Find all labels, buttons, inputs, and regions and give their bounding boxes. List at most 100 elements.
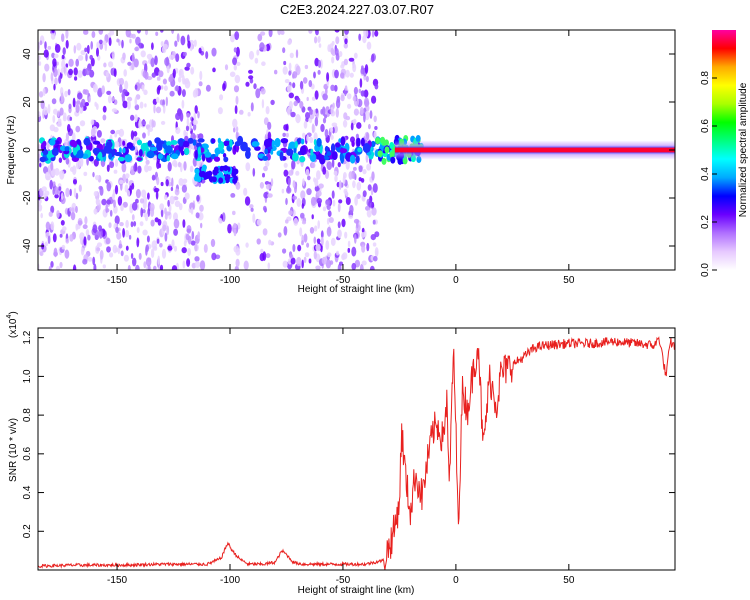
spectrogram-cell: [296, 256, 302, 267]
spectrogram-cell: [92, 224, 98, 234]
spectrogram-cell: [154, 187, 160, 193]
spectrogram-cell: [122, 201, 128, 208]
spectrogram-cell: [254, 57, 259, 64]
spectrogram-cell: [354, 196, 358, 206]
spectrogram-cell: [108, 222, 112, 229]
spectrogram-cell: [245, 242, 249, 248]
spectrogram-cell: [155, 31, 159, 36]
spectrogram-cell: [125, 245, 129, 251]
spectrogram-cell: [162, 43, 168, 50]
spectrogram-cell: [57, 118, 62, 125]
spectrogram-cell: [345, 160, 350, 170]
spectrogram-cell: [290, 257, 296, 265]
spectrogram-cell: [55, 265, 60, 270]
spectrogram-cell: [165, 179, 169, 187]
spectrogram-cell: [340, 136, 346, 146]
spectrogram-cell: [123, 254, 129, 262]
spectrogram-cell: [271, 139, 275, 149]
spectrogram-x-tick-label: -50: [336, 275, 351, 286]
spectrogram-cell: [371, 53, 375, 63]
spectrogram-cell: [58, 75, 62, 84]
spectrogram-cell: [344, 38, 348, 45]
spectrogram-cell: [43, 193, 47, 199]
spectrogram-cell: [125, 30, 131, 38]
spectrogram-y-tick-label: 40: [22, 48, 33, 60]
spectrogram-cell: [309, 108, 314, 115]
spectrogram-cell: [282, 132, 287, 137]
spectrogram-cell: [73, 67, 78, 76]
spectrogram-cell: [233, 47, 237, 53]
spectrogram-cell: [155, 190, 159, 200]
spectrogram-cell: [134, 114, 138, 123]
spectrogram-cell: [369, 265, 375, 270]
spectrogram-cell: [162, 104, 166, 114]
spectrogram-cell: [131, 33, 136, 39]
spectrogram-cell: [141, 84, 145, 92]
spectrogram-cell: [117, 156, 125, 162]
spectrogram-cell: [135, 264, 140, 270]
spectrogram-cell: [282, 47, 286, 54]
spectrogram-cell: [319, 154, 326, 165]
spectrogram-cell: [194, 105, 198, 114]
spectrogram-cell: [82, 224, 88, 230]
spectrogram-cell: [360, 231, 366, 238]
spectrogram-cell: [234, 141, 241, 147]
spectrogram-cell: [38, 55, 41, 61]
spectrogram-cell: [122, 147, 126, 154]
spectrogram-cell: [314, 185, 320, 192]
spectrogram-cell: [255, 88, 261, 99]
spectrogram-cell: [61, 54, 65, 60]
spectrogram-cell: [240, 141, 248, 152]
spectrogram-cell: [330, 106, 335, 116]
spectrogram-cell: [84, 89, 89, 95]
spectrogram-cell: [289, 52, 294, 59]
spectrogram-cell: [144, 212, 149, 222]
spectrogram-cell: [52, 115, 56, 123]
spectrogram-cell: [264, 148, 269, 155]
spectrogram-cell: [114, 215, 120, 225]
spectrogram-cell: [105, 237, 111, 245]
spectrogram-cell: [159, 243, 163, 248]
spectrogram-cell: [84, 47, 88, 53]
spectrogram-cell: [65, 187, 70, 198]
spectrogram-cell: [146, 53, 153, 60]
spectrogram-cell: [184, 147, 190, 156]
spectrogram-cell: [334, 69, 339, 79]
spectrogram-cell: [263, 117, 269, 126]
spectrogram-cell: [125, 178, 129, 184]
spectrogram-cell: [326, 72, 330, 82]
spectrogram-cell: [58, 186, 62, 191]
spectrogram-cell: [111, 193, 115, 200]
spectrogram-cell: [233, 228, 237, 237]
spectrogram-cell: [106, 181, 112, 192]
spectrogram-cell: [159, 203, 165, 211]
spectrogram-cell: [375, 137, 381, 145]
spectrogram-cell: [138, 149, 143, 157]
spectrogram-cell: [249, 78, 254, 84]
spectrogram-cell: [358, 88, 362, 94]
spectrogram-cell: [245, 162, 251, 172]
spectrogram-cell: [358, 165, 363, 173]
spectrogram-cell: [302, 132, 306, 139]
spectrogram-cell: [52, 233, 57, 243]
spectrogram-cell: [133, 131, 138, 137]
spectrogram-cell: [281, 188, 285, 194]
spectrogram-cell: [135, 94, 141, 100]
spectrogram-cell: [161, 248, 167, 259]
spectrogram-cell: [177, 108, 182, 117]
spectrogram-cell: [118, 128, 125, 137]
spectrogram-cell: [96, 199, 99, 205]
spectrogram-cell: [263, 165, 268, 172]
snr-y-tick-label: 1.2: [22, 330, 33, 344]
spectrogram-cell: [288, 210, 293, 216]
spectrogram-cell: [92, 171, 95, 178]
spectrogram-cell: [193, 39, 197, 47]
spectrogram-cell: [233, 222, 237, 229]
spectrogram-cell: [196, 194, 200, 202]
spectrogram-cell: [49, 179, 53, 190]
spectrogram-cell: [368, 200, 373, 208]
colorbar-tick-label: 0.6: [700, 119, 711, 133]
spectrogram-cell: [222, 153, 227, 158]
spectrogram-cell: [131, 52, 135, 63]
spectrogram-cell: [40, 212, 43, 219]
